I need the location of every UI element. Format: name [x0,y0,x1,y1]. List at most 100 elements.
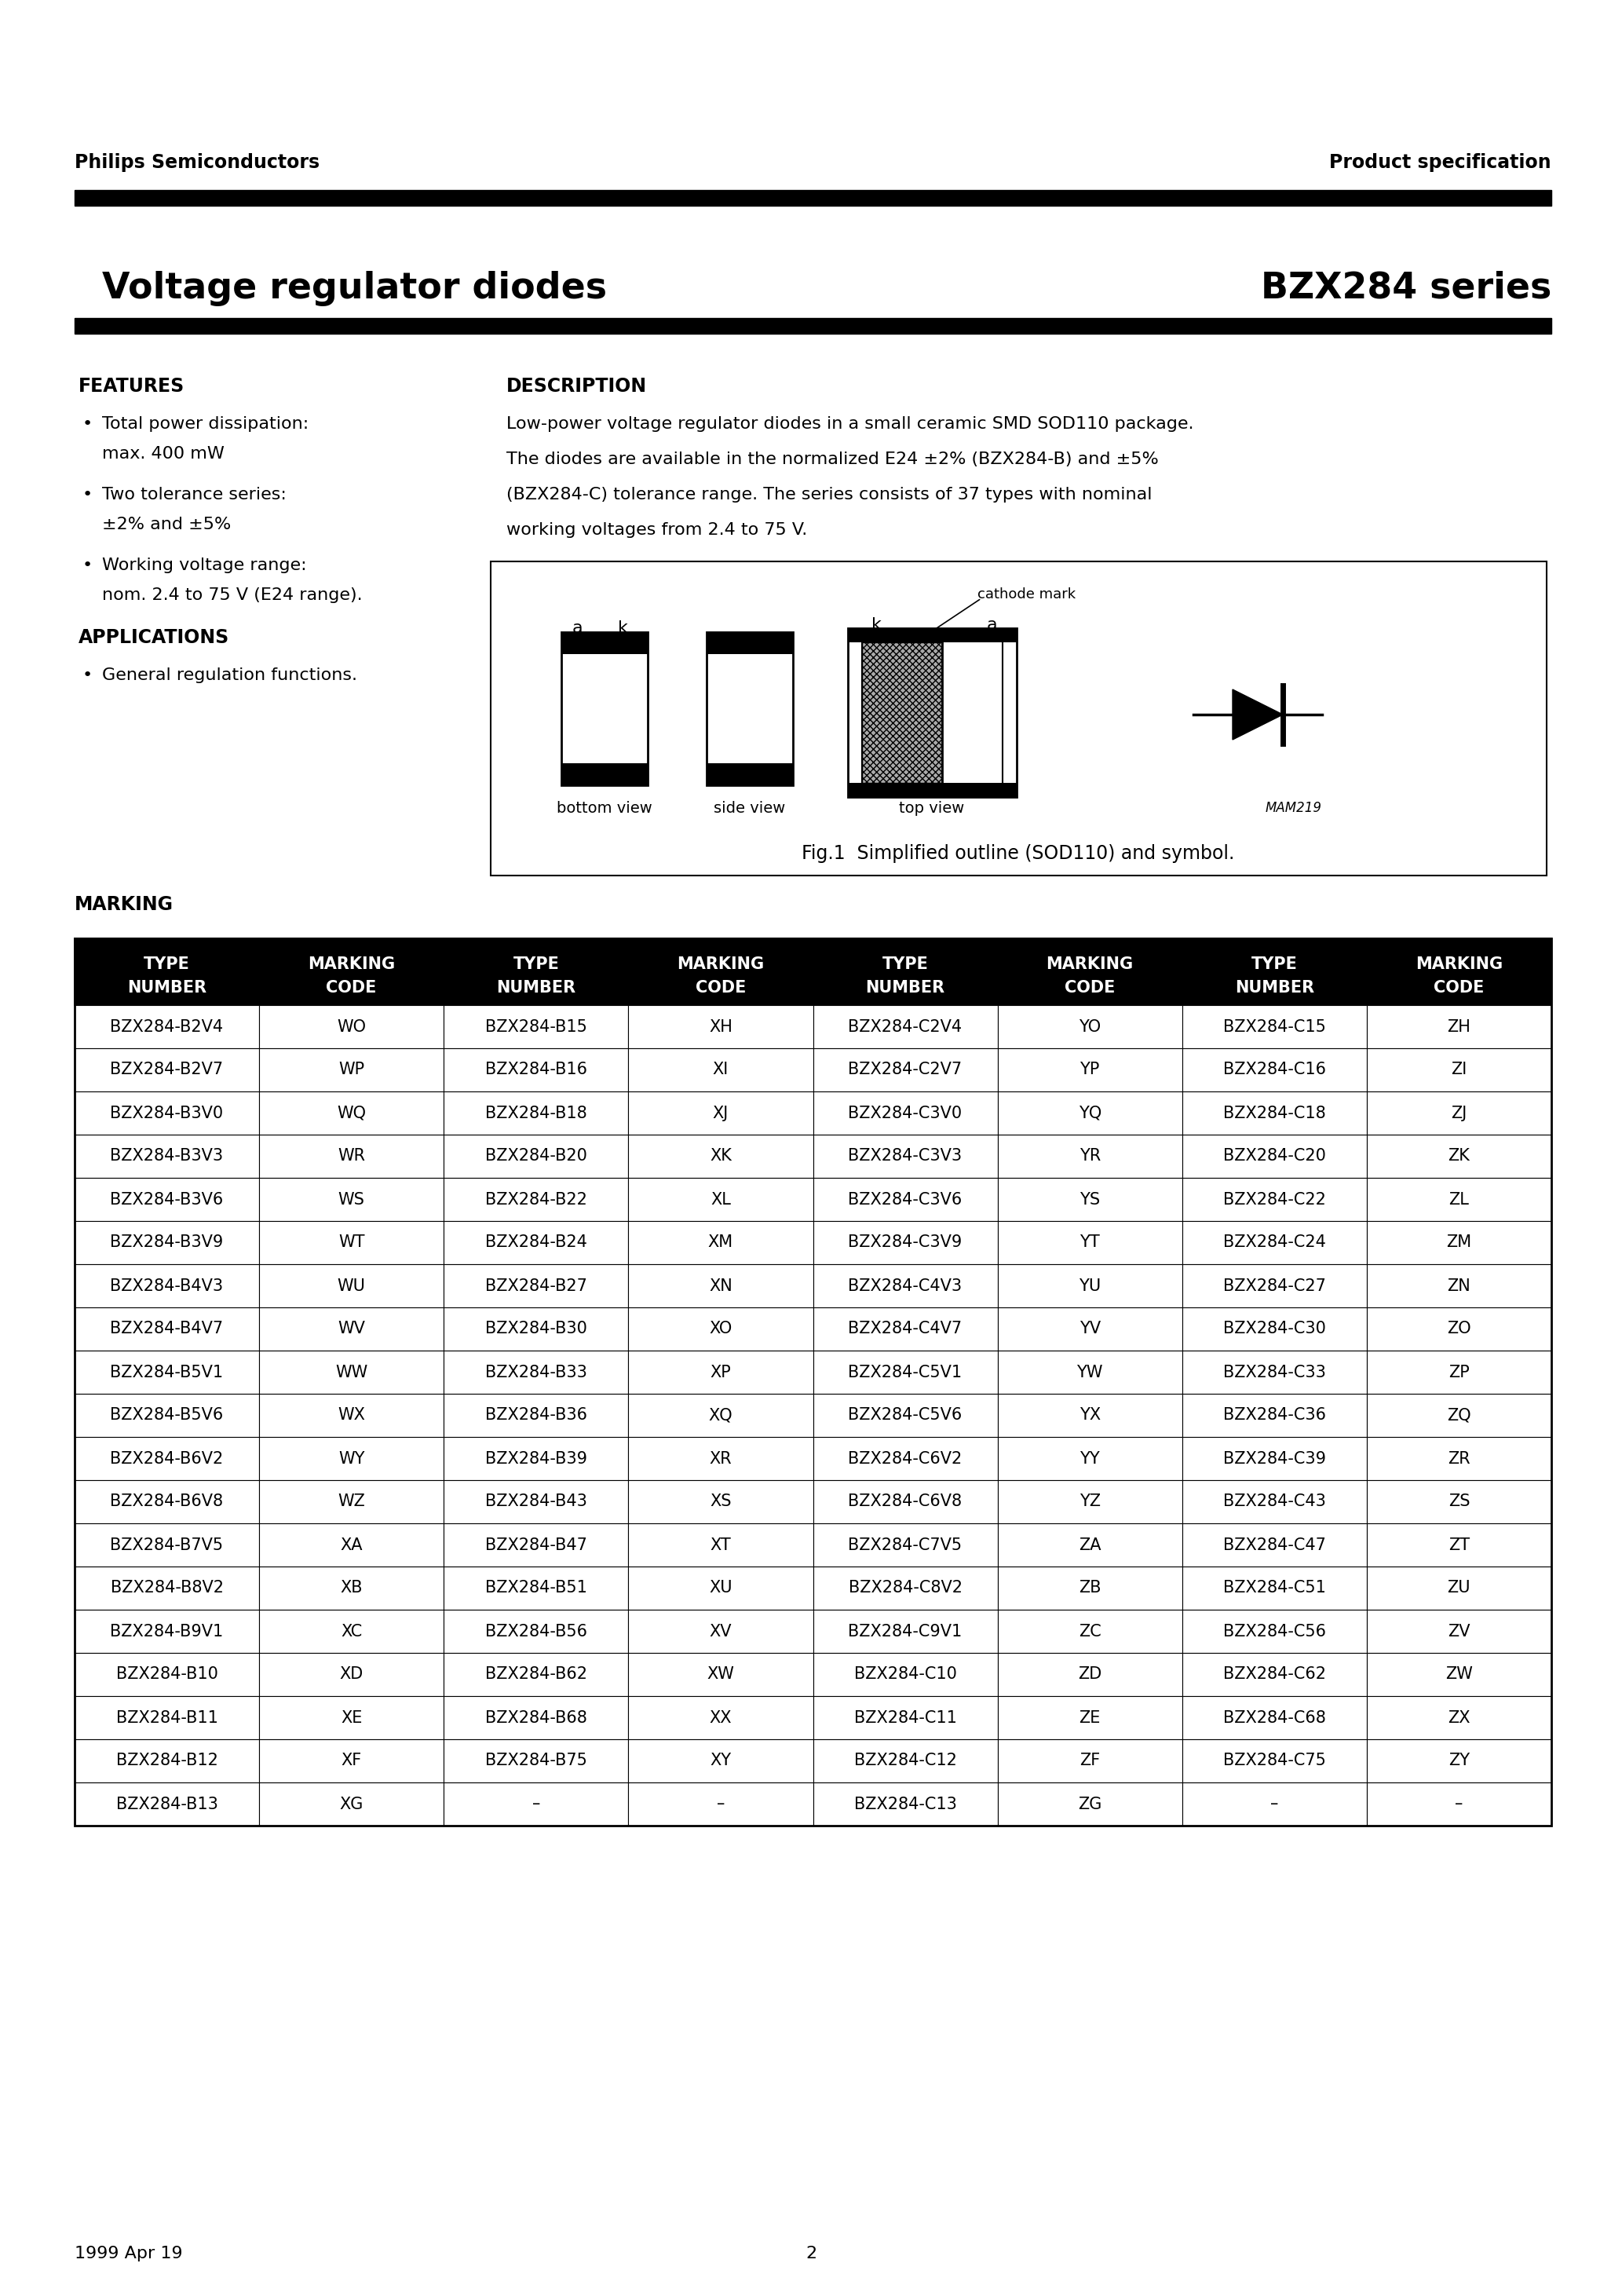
Bar [998,1306,1182,1350]
Text: BZX284-B3V6: BZX284-B3V6 [110,1192,224,1208]
Bar [1367,1653,1551,1697]
Text: BZX284-C75: BZX284-C75 [1223,1754,1325,1768]
Text: •: • [83,416,92,432]
Bar [813,1609,998,1653]
Bar [998,1006,1182,1049]
Bar [75,1265,260,1306]
Text: XH: XH [709,1019,733,1035]
Text: BZX284-C4V7: BZX284-C4V7 [848,1320,962,1336]
Bar [1182,1006,1367,1049]
Bar [260,1609,444,1653]
Bar [75,1221,260,1265]
Bar [1182,1134,1367,1178]
Text: Working voltage range:: Working voltage range: [102,558,307,574]
Bar [260,1091,444,1134]
Text: BZX284-C22: BZX284-C22 [1223,1192,1325,1208]
Bar [260,1740,444,1782]
Text: side view: side view [714,801,785,815]
Text: WZ: WZ [337,1495,365,1508]
Text: BZX284-B39: BZX284-B39 [485,1451,587,1467]
Text: BZX284-C5V6: BZX284-C5V6 [848,1407,962,1424]
Text: BZX284-C2V7: BZX284-C2V7 [848,1063,962,1077]
Text: MAM219: MAM219 [1265,801,1322,815]
Text: YR: YR [1079,1148,1101,1164]
Text: BZX284-C3V9: BZX284-C3V9 [848,1235,962,1251]
Text: BZX284-B24: BZX284-B24 [485,1235,587,1251]
Text: General regulation functions.: General regulation functions. [102,668,357,684]
Bar [813,1522,998,1566]
Text: XD: XD [339,1667,363,1683]
Text: k: k [871,618,882,634]
Text: FEATURES: FEATURES [78,377,185,395]
Text: BZX284-C6V8: BZX284-C6V8 [848,1495,962,1508]
Bar [1367,1178,1551,1221]
Bar [444,939,628,1006]
Bar [1367,1740,1551,1782]
Text: –: – [717,1795,725,1812]
Text: ZI: ZI [1452,1063,1466,1077]
Text: XX: XX [709,1711,732,1727]
Bar [75,1350,260,1394]
Bar [998,1221,1182,1265]
Text: BZX284-C15: BZX284-C15 [1223,1019,1325,1035]
Text: •: • [83,668,92,684]
Text: BZX284-B36: BZX284-B36 [485,1407,587,1424]
Text: XG: XG [339,1795,363,1812]
Bar [998,1350,1182,1394]
Text: BZX284-B51: BZX284-B51 [485,1580,587,1596]
Text: ZL: ZL [1448,1192,1470,1208]
Bar [998,1394,1182,1437]
Text: XW: XW [707,1667,735,1683]
Bar [848,629,1017,643]
Bar [998,1049,1182,1091]
Text: BZX284-C10: BZX284-C10 [853,1667,957,1683]
Text: WS: WS [337,1192,365,1208]
Text: WP: WP [339,1063,365,1077]
Text: XO: XO [709,1320,732,1336]
Bar [75,1006,260,1049]
Bar [1367,1091,1551,1134]
Bar [260,1697,444,1740]
Bar [813,1394,998,1437]
Bar [998,1522,1182,1566]
Text: CODE: CODE [1434,980,1484,994]
Bar [813,1697,998,1740]
Bar [75,1134,260,1178]
Text: BZX284-C4V3: BZX284-C4V3 [848,1279,962,1293]
Bar [628,1522,813,1566]
Text: TYPE: TYPE [144,955,190,971]
Bar [1182,1350,1367,1394]
Text: WO: WO [337,1019,367,1035]
Bar [1367,1221,1551,1265]
Text: YQ: YQ [1079,1104,1101,1120]
Bar [75,1609,260,1653]
Bar [444,1740,628,1782]
Text: XV: XV [709,1623,732,1639]
Bar [1367,1697,1551,1740]
Bar [628,1394,813,1437]
Text: WW: WW [336,1364,368,1380]
Polygon shape [1233,689,1283,739]
Bar [998,1653,1182,1697]
Bar [998,1134,1182,1178]
Text: TYPE: TYPE [882,955,928,971]
Bar [260,1566,444,1609]
Bar [1182,1265,1367,1306]
Bar [1182,939,1367,1006]
Bar [1182,1782,1367,1825]
Text: BZX284-C12: BZX284-C12 [853,1754,957,1768]
Bar [813,939,998,1006]
Bar [813,1350,998,1394]
Bar [628,1437,813,1481]
Bar [813,1049,998,1091]
Bar [813,1006,998,1049]
Bar [813,1566,998,1609]
Bar [628,1782,813,1825]
Text: ZR: ZR [1448,1451,1470,1467]
Bar [707,631,793,785]
Bar [1182,1740,1367,1782]
Text: YX: YX [1079,1407,1100,1424]
Text: BZX284-B27: BZX284-B27 [485,1279,587,1293]
Bar [260,1221,444,1265]
Text: BZX284-C20: BZX284-C20 [1223,1148,1325,1164]
